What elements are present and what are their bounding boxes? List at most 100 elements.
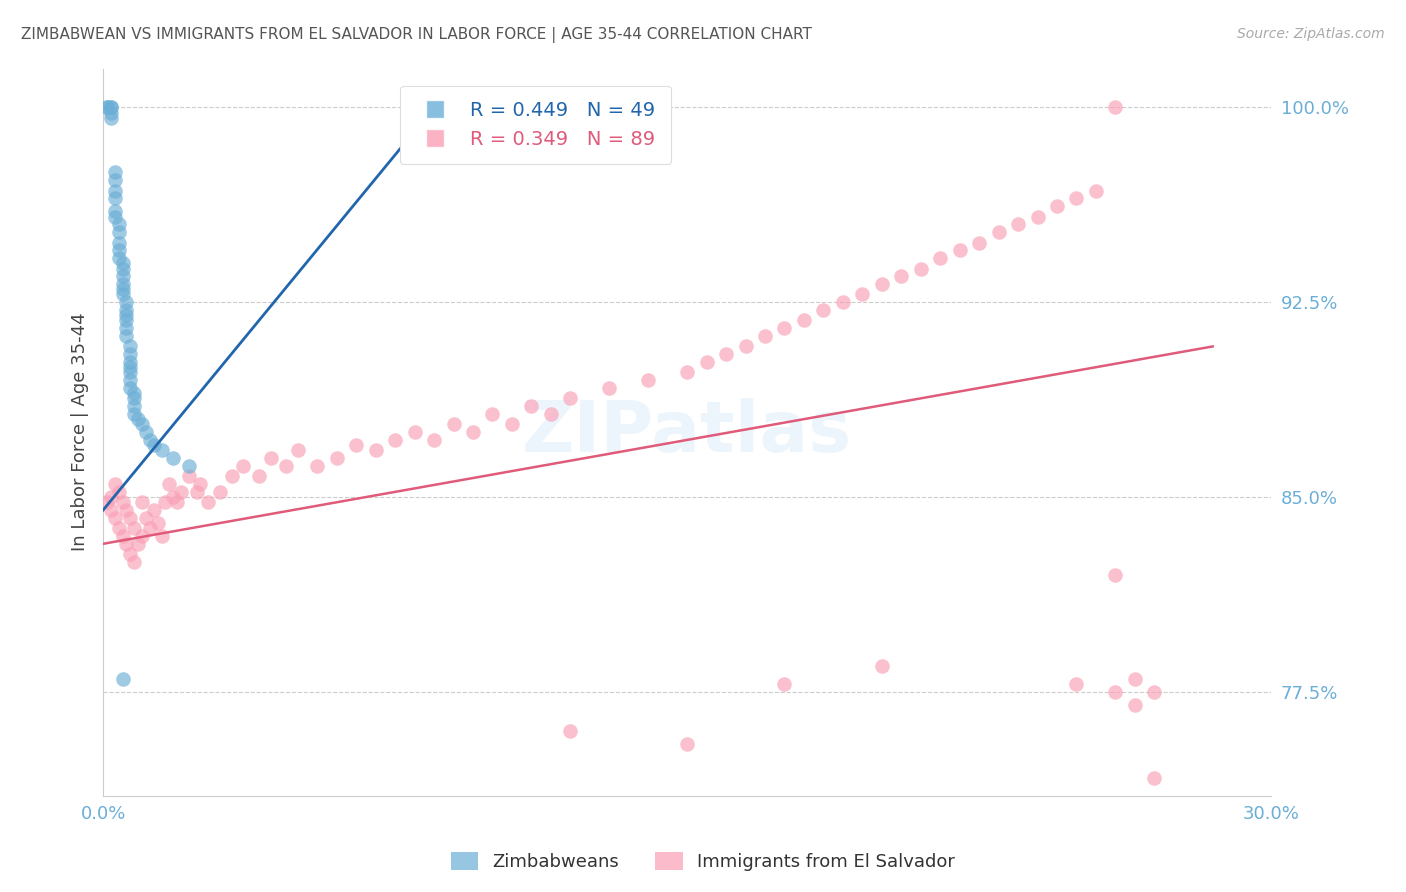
Legend: Zimbabweans, Immigrants from El Salvador: Zimbabweans, Immigrants from El Salvador [444,845,962,879]
Point [131,417,153,432]
Point [404,425,426,439]
Point [384,433,406,447]
Point [120,511,142,525]
Point [100,503,122,517]
Point [96,100,118,114]
Point [910,261,932,276]
Point [598,381,620,395]
Legend: R = 0.449   N = 49, R = 0.349   N = 89: R = 0.449 N = 49, R = 0.349 N = 89 [399,86,671,164]
Point [831,295,853,310]
Point [120,547,142,561]
Point [120,365,142,379]
Point [115,321,138,335]
Point [111,672,134,686]
Point [124,555,146,569]
Point [560,392,582,406]
Point [104,191,127,205]
Point [208,484,231,499]
Point [127,537,149,551]
Point [111,287,134,301]
Point [124,392,146,406]
Point [96,495,118,509]
Y-axis label: In Labor Force | Age 35-44: In Labor Force | Age 35-44 [72,313,89,551]
Point [851,287,873,301]
Point [104,210,127,224]
Point [120,360,142,375]
Point [1143,771,1166,785]
Point [111,495,134,509]
Point [714,347,737,361]
Point [107,521,129,535]
Point [131,495,153,509]
Point [1104,568,1126,582]
Point [104,173,127,187]
Point [481,407,503,421]
Point [1066,677,1088,691]
Point [461,425,484,439]
Point [870,277,893,291]
Point [104,204,127,219]
Point [177,458,200,473]
Point [155,495,177,509]
Point [676,737,699,751]
Point [307,458,329,473]
Point [104,477,127,491]
Point [773,321,796,335]
Point [111,282,134,296]
Point [124,399,146,413]
Point [115,295,138,310]
Point [890,269,912,284]
Point [259,451,281,466]
Point [157,477,180,491]
Point [100,100,122,114]
Point [287,443,309,458]
Point [221,469,243,483]
Point [120,381,142,395]
Point [186,484,208,499]
Point [115,313,138,327]
Point [120,339,142,353]
Point [115,537,138,551]
Point [139,433,162,447]
Point [540,407,562,421]
Point [111,529,134,543]
Point [987,225,1010,239]
Point [443,417,465,432]
Point [232,458,254,473]
Point [104,184,127,198]
Point [162,451,184,466]
Point [96,100,118,114]
Point [637,373,659,387]
Text: ZIPatlas: ZIPatlas [522,398,852,467]
Point [107,218,129,232]
Point [1123,698,1146,712]
Point [344,438,367,452]
Point [247,469,270,483]
Point [190,477,212,491]
Point [111,277,134,291]
Point [325,451,347,466]
Point [676,365,699,379]
Point [120,355,142,369]
Point [1104,685,1126,699]
Point [1066,191,1088,205]
Point [131,529,153,543]
Point [150,529,173,543]
Point [124,521,146,535]
Point [967,235,990,250]
Point [100,105,122,120]
Point [1143,685,1166,699]
Point [813,303,835,318]
Text: ZIMBABWEAN VS IMMIGRANTS FROM EL SALVADOR IN LABOR FORCE | AGE 35-44 CORRELATION: ZIMBABWEAN VS IMMIGRANTS FROM EL SALVADO… [21,27,813,43]
Point [124,386,146,401]
Point [107,235,129,250]
Point [111,261,134,276]
Point [423,433,446,447]
Point [162,490,184,504]
Point [107,251,129,265]
Point [135,511,157,525]
Point [120,347,142,361]
Point [274,458,297,473]
Point [120,373,142,387]
Point [1026,210,1049,224]
